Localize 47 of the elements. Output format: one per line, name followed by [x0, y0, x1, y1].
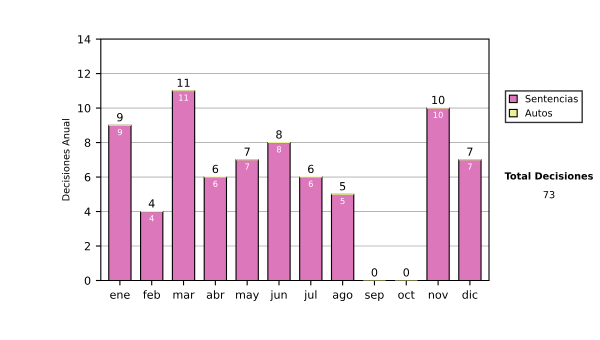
y-tick-label: 6: [84, 173, 90, 182]
data-label: 5: [340, 198, 345, 204]
total-label: 6: [212, 164, 218, 174]
y-tick-label: 2: [84, 242, 90, 250]
data-label: 9: [118, 128, 122, 136]
y-tick-label: 12: [78, 70, 90, 78]
legend-label: Sentencias: [526, 94, 578, 102]
y-tick-label: 10: [78, 104, 90, 112]
text: Total Decisiones: [504, 172, 593, 180]
data-label: 7: [245, 164, 250, 170]
x-tick-label: ene: [110, 292, 130, 299]
data-label: 7: [468, 164, 472, 170]
text: 73: [544, 190, 554, 198]
total-label: 9: [117, 113, 123, 122]
y-tick-label: 14: [78, 35, 90, 44]
x-tick-label: jun: [270, 290, 287, 301]
data-label: 8: [276, 146, 282, 152]
total-label: 10: [432, 96, 444, 104]
x-tick-label: oct: [398, 290, 415, 299]
data-label: 6: [308, 180, 313, 187]
total-label: 5: [340, 182, 346, 190]
total-label: 0: [403, 268, 410, 277]
y-tick-label: 8: [84, 138, 90, 147]
total-label: 7: [467, 148, 472, 156]
x-tick-label: mar: [173, 292, 195, 299]
x-tick-label: may: [236, 292, 259, 301]
x-tick-label: dic: [462, 290, 478, 299]
total-label: 0: [372, 268, 378, 277]
legend-label: Autos: [525, 109, 552, 117]
data-label: 11: [179, 94, 188, 101]
y-axis-title: Decisiones Anual: [62, 119, 70, 200]
total-label: 4: [148, 199, 155, 208]
data-label: 4: [149, 215, 154, 222]
total-label: 6: [308, 164, 314, 174]
x-tick-label: abr: [206, 290, 225, 299]
data-label: 6: [213, 180, 218, 187]
x-tick-label: feb: [143, 290, 160, 299]
total-label: 7: [244, 148, 250, 156]
y-tick-label: 4: [84, 208, 90, 216]
x-tick-label: nov: [428, 292, 448, 299]
x-tick-label: sep: [365, 292, 384, 301]
x-tick-label: ago: [332, 292, 352, 301]
total-label: 11: [178, 78, 190, 87]
data-label: 10: [434, 112, 443, 118]
y-tick-label: 0: [84, 276, 90, 285]
x-tick-label: jul: [304, 290, 316, 301]
total-label: 8: [276, 130, 282, 139]
